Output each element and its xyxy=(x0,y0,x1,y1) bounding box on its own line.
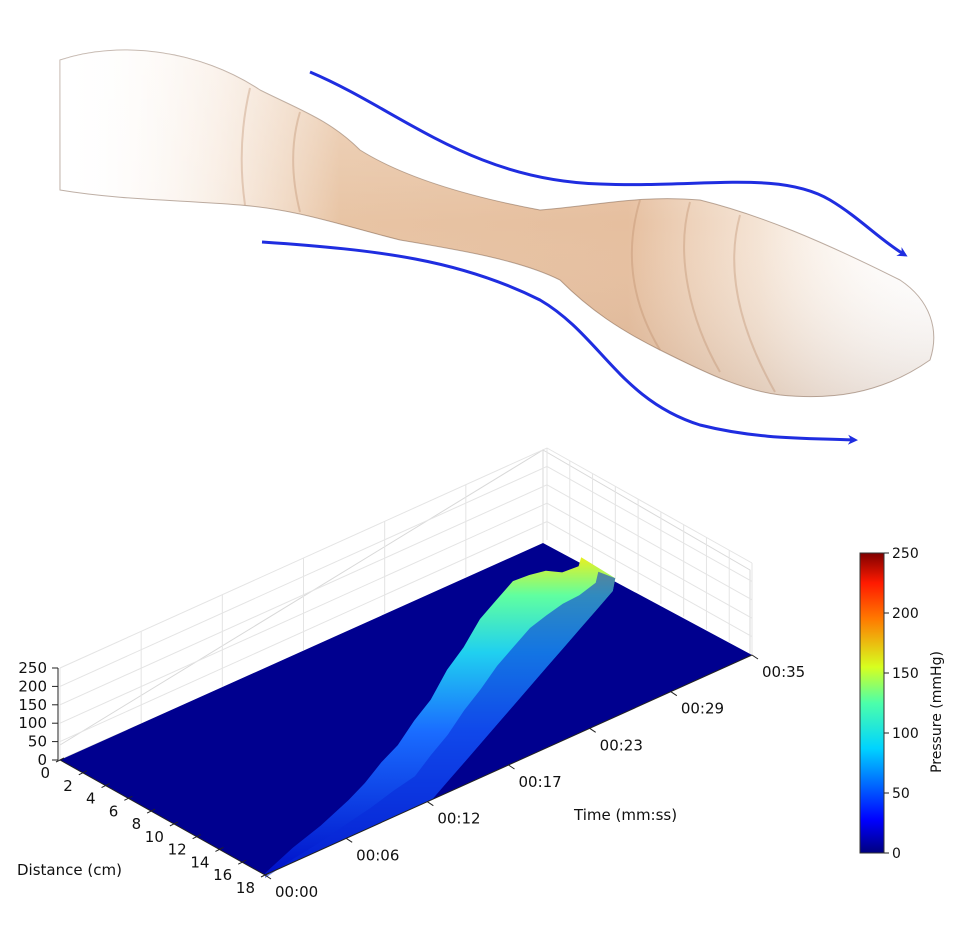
time-tick xyxy=(345,837,353,843)
z-tick-label: 200 xyxy=(18,677,47,695)
time-tick xyxy=(670,691,678,697)
esophagus-folds xyxy=(240,87,776,393)
z-tick-label: 100 xyxy=(18,714,47,732)
distance-tick xyxy=(169,821,179,827)
distance-tick xyxy=(192,834,201,840)
grid-line-pressure xyxy=(59,447,753,669)
flow-arrow-lower xyxy=(261,240,858,445)
time-tick xyxy=(427,801,434,807)
time-tick-label: 00:29 xyxy=(681,700,724,718)
distance-tick xyxy=(124,795,133,801)
distance-tick-label: 14 xyxy=(190,853,209,871)
flow-arrow-upper xyxy=(309,70,908,257)
distance-tick xyxy=(55,757,65,763)
distance-tick xyxy=(146,808,156,814)
colorbar-ticks: 0 50 100 150 200 250 xyxy=(884,546,919,862)
colorbar-tick-label: 150 xyxy=(892,666,919,682)
grid-line-pressure xyxy=(59,465,753,687)
z-tick-label: 150 xyxy=(18,696,47,714)
time-tick-label: 00:17 xyxy=(519,773,562,791)
time-tick-label: 00:23 xyxy=(600,736,643,754)
distance-tick-label: 10 xyxy=(145,828,164,846)
distance-tick xyxy=(101,783,110,789)
time-axis-title: Time (mm:ss) xyxy=(573,806,677,824)
distance-tick xyxy=(78,770,88,776)
distance-tick-label: 0 xyxy=(40,764,50,782)
distance-tick-label: 6 xyxy=(109,802,119,820)
z-tick-label: 50 xyxy=(28,733,47,751)
colorbar-tick-label: 250 xyxy=(892,546,919,562)
distance-tick-label: 12 xyxy=(168,841,187,859)
grid-line-pressure xyxy=(59,521,753,743)
esophagus-illustration xyxy=(59,49,935,445)
grid-line-pressure xyxy=(59,484,753,706)
colorbar-label: Pressure (mmHg) xyxy=(929,651,945,773)
colorbar: 0 50 100 150 200 250 Pressure (mmHg) xyxy=(859,546,945,862)
distance-tick xyxy=(237,859,247,865)
colorbar-tick-label: 50 xyxy=(892,786,910,802)
distance-tick-label: 8 xyxy=(132,815,142,833)
z-tick-label: 0 xyxy=(37,751,47,769)
time-tick-label: 00:00 xyxy=(275,883,318,901)
distance-tick xyxy=(215,846,224,852)
time-tick xyxy=(264,874,272,880)
colorbar-tick-label: 100 xyxy=(892,726,919,742)
colorbar-tick-label: 200 xyxy=(892,606,919,622)
grid-line-pressure xyxy=(59,502,753,724)
time-axis-ticks: 00:00 00:06 00:12 00:17 00:23 00:29 00:35 xyxy=(264,654,805,901)
z-tick-label: 250 xyxy=(18,659,47,677)
time-tick-label: 00:12 xyxy=(437,810,480,828)
time-tick-label: 00:35 xyxy=(762,663,805,681)
distance-tick-label: 4 xyxy=(86,790,96,808)
esophagus-tube-shading xyxy=(60,50,934,397)
pressure-ridge-front xyxy=(265,571,616,879)
distance-tick-label: 16 xyxy=(213,866,232,884)
colorbar-tick-label: 0 xyxy=(892,846,901,862)
distance-axis-line xyxy=(59,759,266,876)
time-tick xyxy=(508,764,515,770)
distance-tick-label: 2 xyxy=(63,777,73,795)
distance-axis-title: Distance (cm) xyxy=(17,861,122,879)
time-tick xyxy=(589,727,596,733)
colorbar-gradient xyxy=(859,552,885,854)
time-tick-label: 00:06 xyxy=(356,846,399,864)
time-tick xyxy=(751,654,759,660)
distance-tick-label: 18 xyxy=(236,879,255,897)
